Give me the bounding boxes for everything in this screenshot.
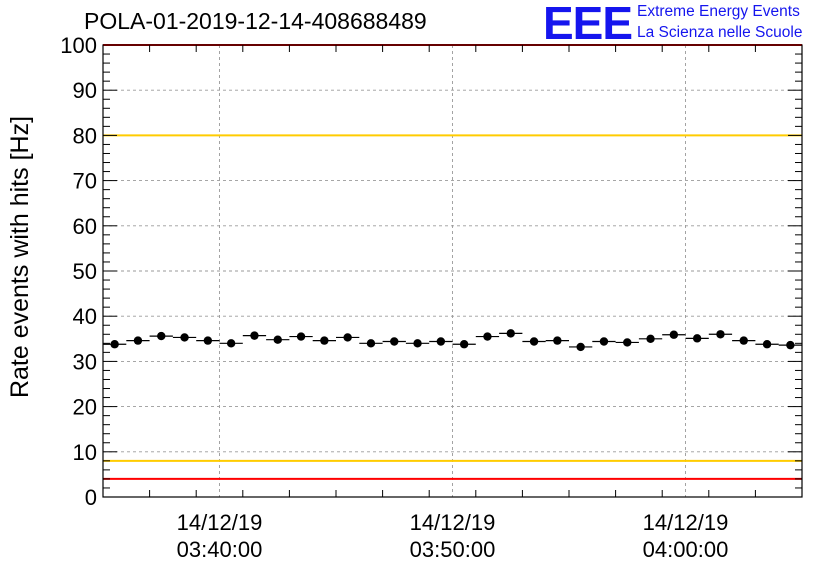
data-point — [623, 338, 632, 347]
x-tick-label-time: 03:50:00 — [410, 537, 496, 562]
x-tick-label-time: 03:40:00 — [177, 537, 263, 562]
data-point — [483, 332, 492, 341]
data-point — [110, 340, 119, 349]
x-tick-label-date: 14/12/19 — [410, 510, 496, 535]
plot-frame — [102, 44, 803, 498]
data-point — [786, 340, 795, 350]
y-tick-label: 0 — [85, 485, 97, 510]
x-tick-label-time: 04:00:00 — [643, 537, 729, 562]
data-point — [762, 340, 772, 349]
data-point — [366, 339, 376, 348]
data-point — [343, 333, 352, 342]
data-point — [157, 331, 166, 341]
y-tick-label: 10 — [73, 440, 97, 465]
y-tick-label: 50 — [73, 259, 97, 284]
data-point — [669, 330, 679, 339]
data-point — [506, 329, 515, 338]
data-point — [250, 331, 259, 340]
logo-subtitle-line2: La Scienza nelle Scuole — [637, 24, 803, 41]
eee-logo: EEE — [543, 0, 633, 49]
y-tick-label: 80 — [73, 123, 97, 148]
data-point — [320, 336, 329, 345]
data-point — [296, 332, 306, 341]
y-tick-label: 100 — [60, 33, 97, 58]
chart-title: POLA-01-2019-12-14-408688489 — [84, 8, 427, 34]
y-tick-label: 20 — [73, 395, 97, 420]
x-tick-label-date: 14/12/19 — [643, 510, 729, 535]
grid-layer — [103, 45, 802, 497]
data-point — [133, 336, 143, 345]
data-point — [646, 334, 655, 343]
data-points — [103, 329, 802, 352]
data-point — [739, 336, 748, 345]
data-point — [529, 337, 539, 346]
data-point — [716, 330, 725, 339]
axis-labels: 010203040506070809010014/12/1903:40:0014… — [6, 33, 728, 562]
data-point — [459, 340, 469, 349]
data-point — [390, 337, 399, 346]
x-tick-label-date: 14/12/19 — [177, 510, 263, 535]
data-point — [576, 342, 585, 352]
y-tick-label: 70 — [73, 169, 97, 194]
data-point — [599, 337, 609, 346]
logo-subtitle-line1: Extreme Energy Events — [637, 3, 800, 20]
y-axis-title: Rate events with hits [Hz] — [6, 116, 34, 398]
data-point — [692, 334, 702, 343]
data-point — [436, 337, 446, 346]
data-point — [413, 339, 422, 348]
data-point — [553, 336, 562, 345]
data-point — [273, 335, 282, 344]
data-point — [203, 336, 213, 345]
y-tick-label: 90 — [73, 78, 97, 103]
data-point — [226, 339, 236, 348]
y-tick-label: 40 — [73, 304, 97, 329]
y-tick-label: 60 — [73, 214, 97, 239]
data-point — [180, 333, 189, 342]
y-tick-label: 30 — [73, 349, 97, 374]
